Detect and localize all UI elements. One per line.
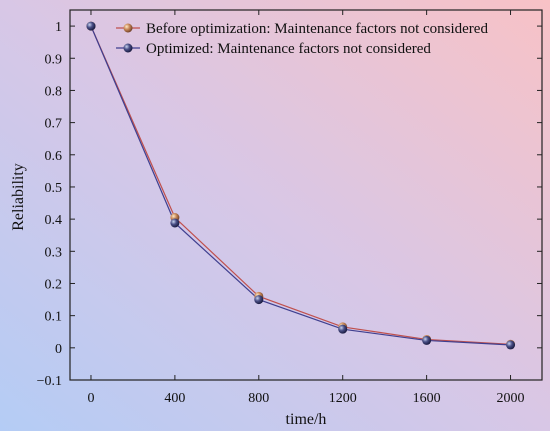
legend-label-optimized: Optimized: Maintenance factors not consi…	[146, 41, 431, 57]
x-tick-label: 1200	[329, 391, 357, 406]
legend-label-before: Before optimization: Maintenance factors…	[146, 21, 488, 37]
y-axis: −0.1 0 0.1 0.2 0.3 0.4 0.5 0.6 0.7 0.8 0.9 1	[37, 20, 542, 389]
y-tick-label: 0.7	[45, 117, 63, 132]
y-tick-label: 0.8	[45, 84, 63, 99]
y-tick-label: 0.2	[45, 277, 63, 292]
series-line-0	[90, 25, 511, 345]
data-point-series-1	[254, 295, 264, 305]
y-axis-title: Reliability	[10, 163, 27, 231]
x-tick-label: 2000	[497, 391, 525, 406]
x-tick-label: 1600	[413, 391, 441, 406]
y-tick-label: 1	[55, 20, 62, 35]
y-tick-label: 0.4	[45, 213, 63, 228]
x-tick-label: 0	[87, 391, 94, 406]
series-line-1	[90, 25, 511, 346]
plot-area	[69, 9, 543, 381]
x-axis: 0 400 800 1200 1600 2000	[87, 10, 525, 406]
legend: Before optimization: Maintenance factors…	[116, 21, 488, 57]
y-tick-label: 0.9	[45, 52, 63, 67]
x-tick-label: 400	[164, 391, 185, 406]
y-tick-label: 0.1	[45, 310, 63, 325]
data-point-series-1	[170, 218, 180, 228]
data-point-series-1	[506, 340, 516, 350]
x-axis-title: time/h	[286, 411, 327, 428]
series-layer	[86, 21, 516, 350]
y-tick-label: 0.6	[45, 149, 63, 164]
legend-item-before: Before optimization: Maintenance factors…	[116, 21, 488, 37]
y-tick-label: 0.5	[45, 181, 63, 196]
data-point-series-1	[338, 324, 348, 334]
y-tick-label: −0.1	[37, 374, 62, 389]
y-tick-label: 0	[55, 342, 62, 357]
x-tick-label: 800	[248, 391, 269, 406]
data-point-series-1	[422, 335, 432, 345]
y-tick-label: 0.3	[45, 245, 63, 260]
legend-item-optimized: Optimized: Maintenance factors not consi…	[116, 41, 431, 57]
data-point-series-1	[86, 21, 96, 31]
